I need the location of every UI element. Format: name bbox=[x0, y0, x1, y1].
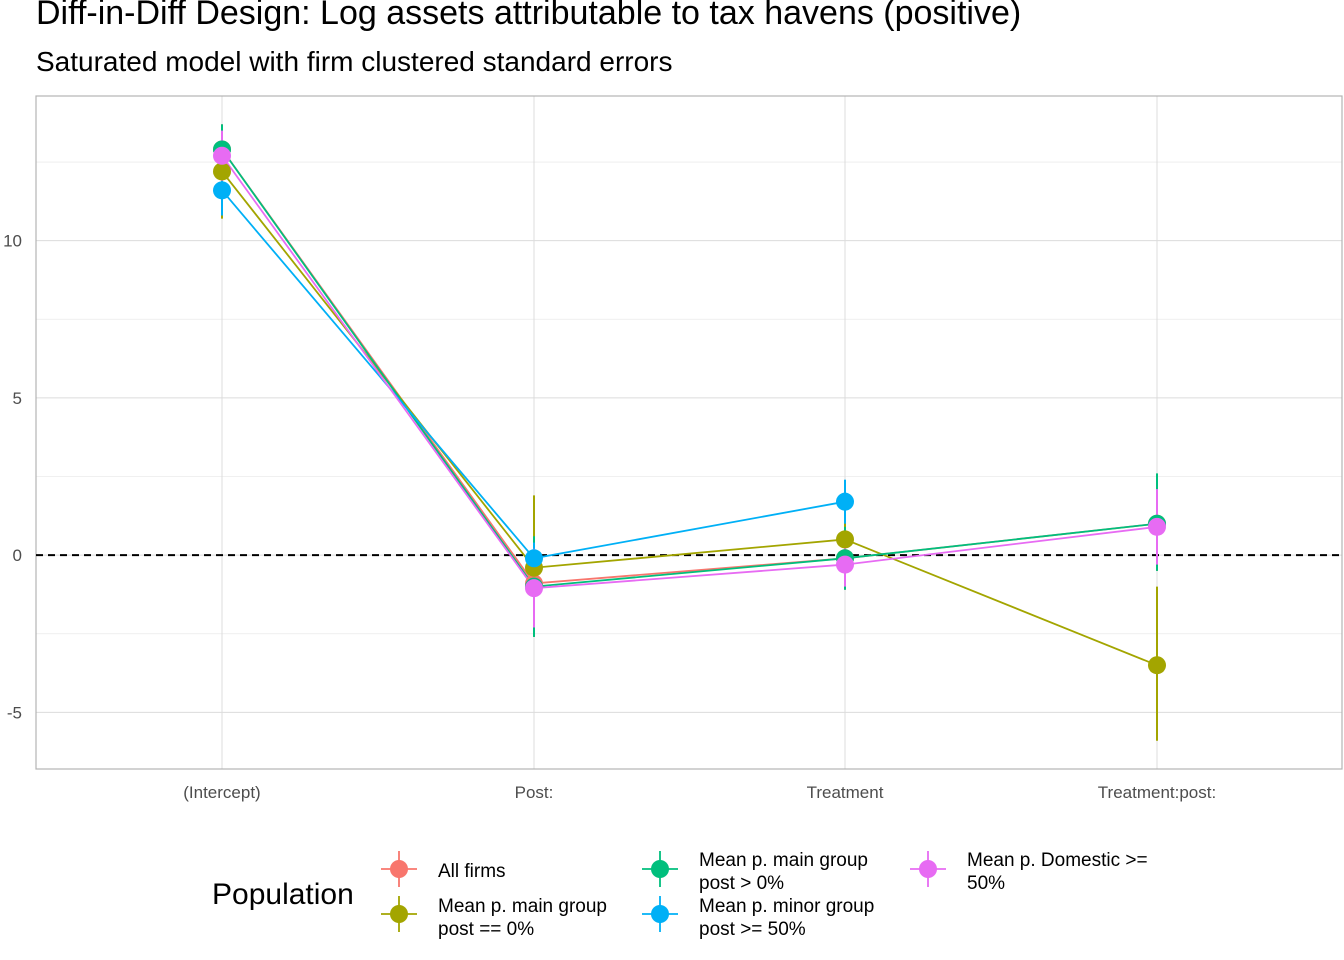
legend-entry-label: Mean p. minor group post >= 50% bbox=[699, 896, 874, 940]
legend-key-point bbox=[919, 860, 937, 878]
legend-key-point bbox=[390, 905, 408, 923]
data-point bbox=[213, 146, 231, 165]
data-point bbox=[1148, 656, 1166, 675]
y-tick-label: -5 bbox=[7, 703, 22, 722]
series-line bbox=[221, 170, 1158, 667]
x-tick-label: Treatment bbox=[807, 783, 884, 802]
x-tick-label: Treatment:post: bbox=[1098, 783, 1216, 802]
legend-entry-label: Mean p. Domestic >= 50% bbox=[967, 850, 1148, 894]
series-marks bbox=[213, 124, 1166, 741]
data-point bbox=[525, 549, 543, 568]
panel-background bbox=[36, 96, 1342, 769]
grid-lines bbox=[35, 95, 1343, 770]
data-point bbox=[213, 162, 231, 181]
chart-title: Diff-in-Diff Design: Log assets attribut… bbox=[36, 0, 1022, 32]
legend-entry-label: Mean p. main group post == 0% bbox=[438, 896, 607, 940]
legend-key-point bbox=[651, 860, 669, 878]
legend-key-point bbox=[651, 905, 669, 923]
x-tick-label: Post: bbox=[515, 783, 554, 802]
data-point bbox=[213, 181, 231, 200]
legend: Population All firms Mean p. main group pos… bbox=[212, 850, 1148, 940]
legend-title: Population bbox=[212, 878, 354, 911]
y-tick-label: 10 bbox=[3, 232, 22, 251]
data-point bbox=[836, 555, 854, 574]
data-point bbox=[836, 492, 854, 511]
x-tick-label: (Intercept) bbox=[183, 783, 260, 802]
legend-key-point bbox=[390, 860, 408, 878]
legend-entry-label: All firms bbox=[438, 861, 506, 882]
data-point bbox=[1148, 517, 1166, 536]
series-line bbox=[221, 148, 1158, 588]
data-point bbox=[836, 530, 854, 549]
y-tick-label: 5 bbox=[13, 389, 22, 408]
y-tick-label: 0 bbox=[13, 546, 22, 565]
legend-entry-label: Mean p. main group post > 0% bbox=[699, 850, 868, 894]
chart-subtitle: Saturated model with firm clustered stan… bbox=[36, 46, 673, 77]
axis-labels: -5 0 5 10 (Intercept) Post: Treatment Treatment… bbox=[3, 232, 1216, 802]
series-line bbox=[221, 155, 1158, 590]
panel-border bbox=[35, 95, 1343, 770]
data-point bbox=[525, 579, 543, 598]
